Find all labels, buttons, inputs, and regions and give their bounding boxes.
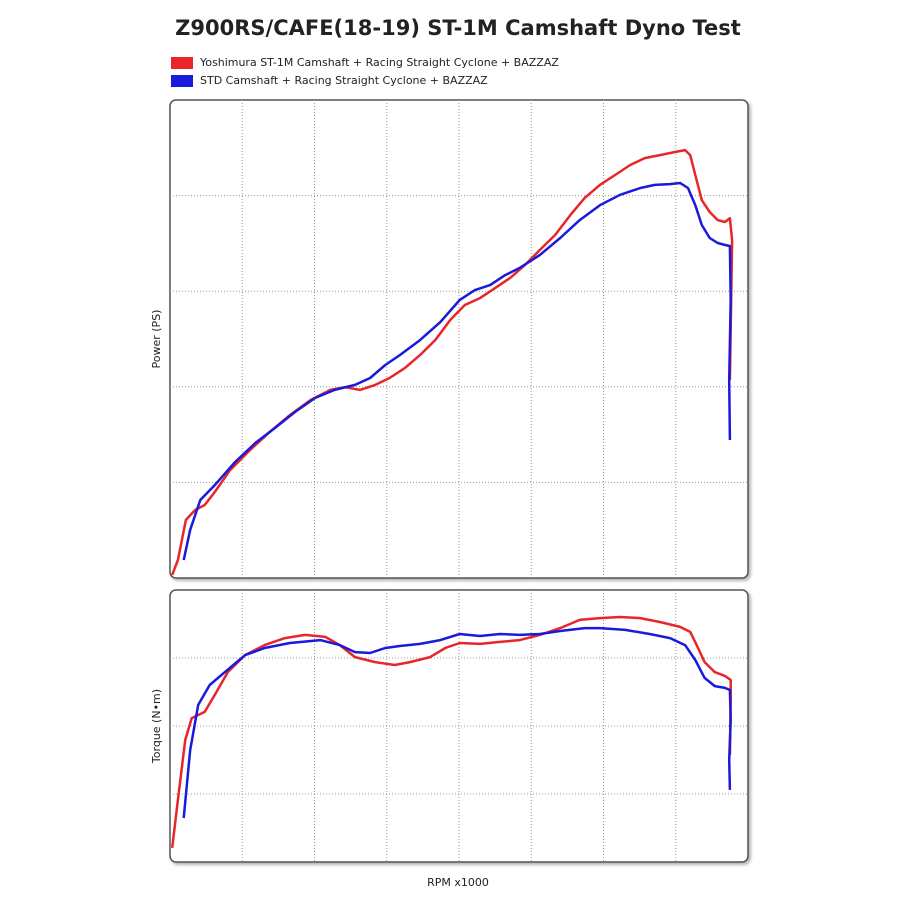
legend-label: STD Camshaft + Racing Straight Cyclone +… [200,74,488,87]
y-axis-label: Torque (N•m) [150,689,163,764]
line [182,181,732,561]
x-axis-label: RPM x1000 [427,876,489,889]
chart-title: Z900RS/CAFE(18-19) ST-1M Camshaft Dyno T… [175,16,741,40]
legend-label: Yoshimura ST-1M Camshaft + Racing Straig… [199,56,559,69]
legend-swatch [171,75,193,87]
legend-swatch [171,57,193,69]
plot-panel [169,99,749,579]
line [182,626,732,819]
y-axis-label: Power (PS) [150,310,163,369]
line [171,148,734,576]
